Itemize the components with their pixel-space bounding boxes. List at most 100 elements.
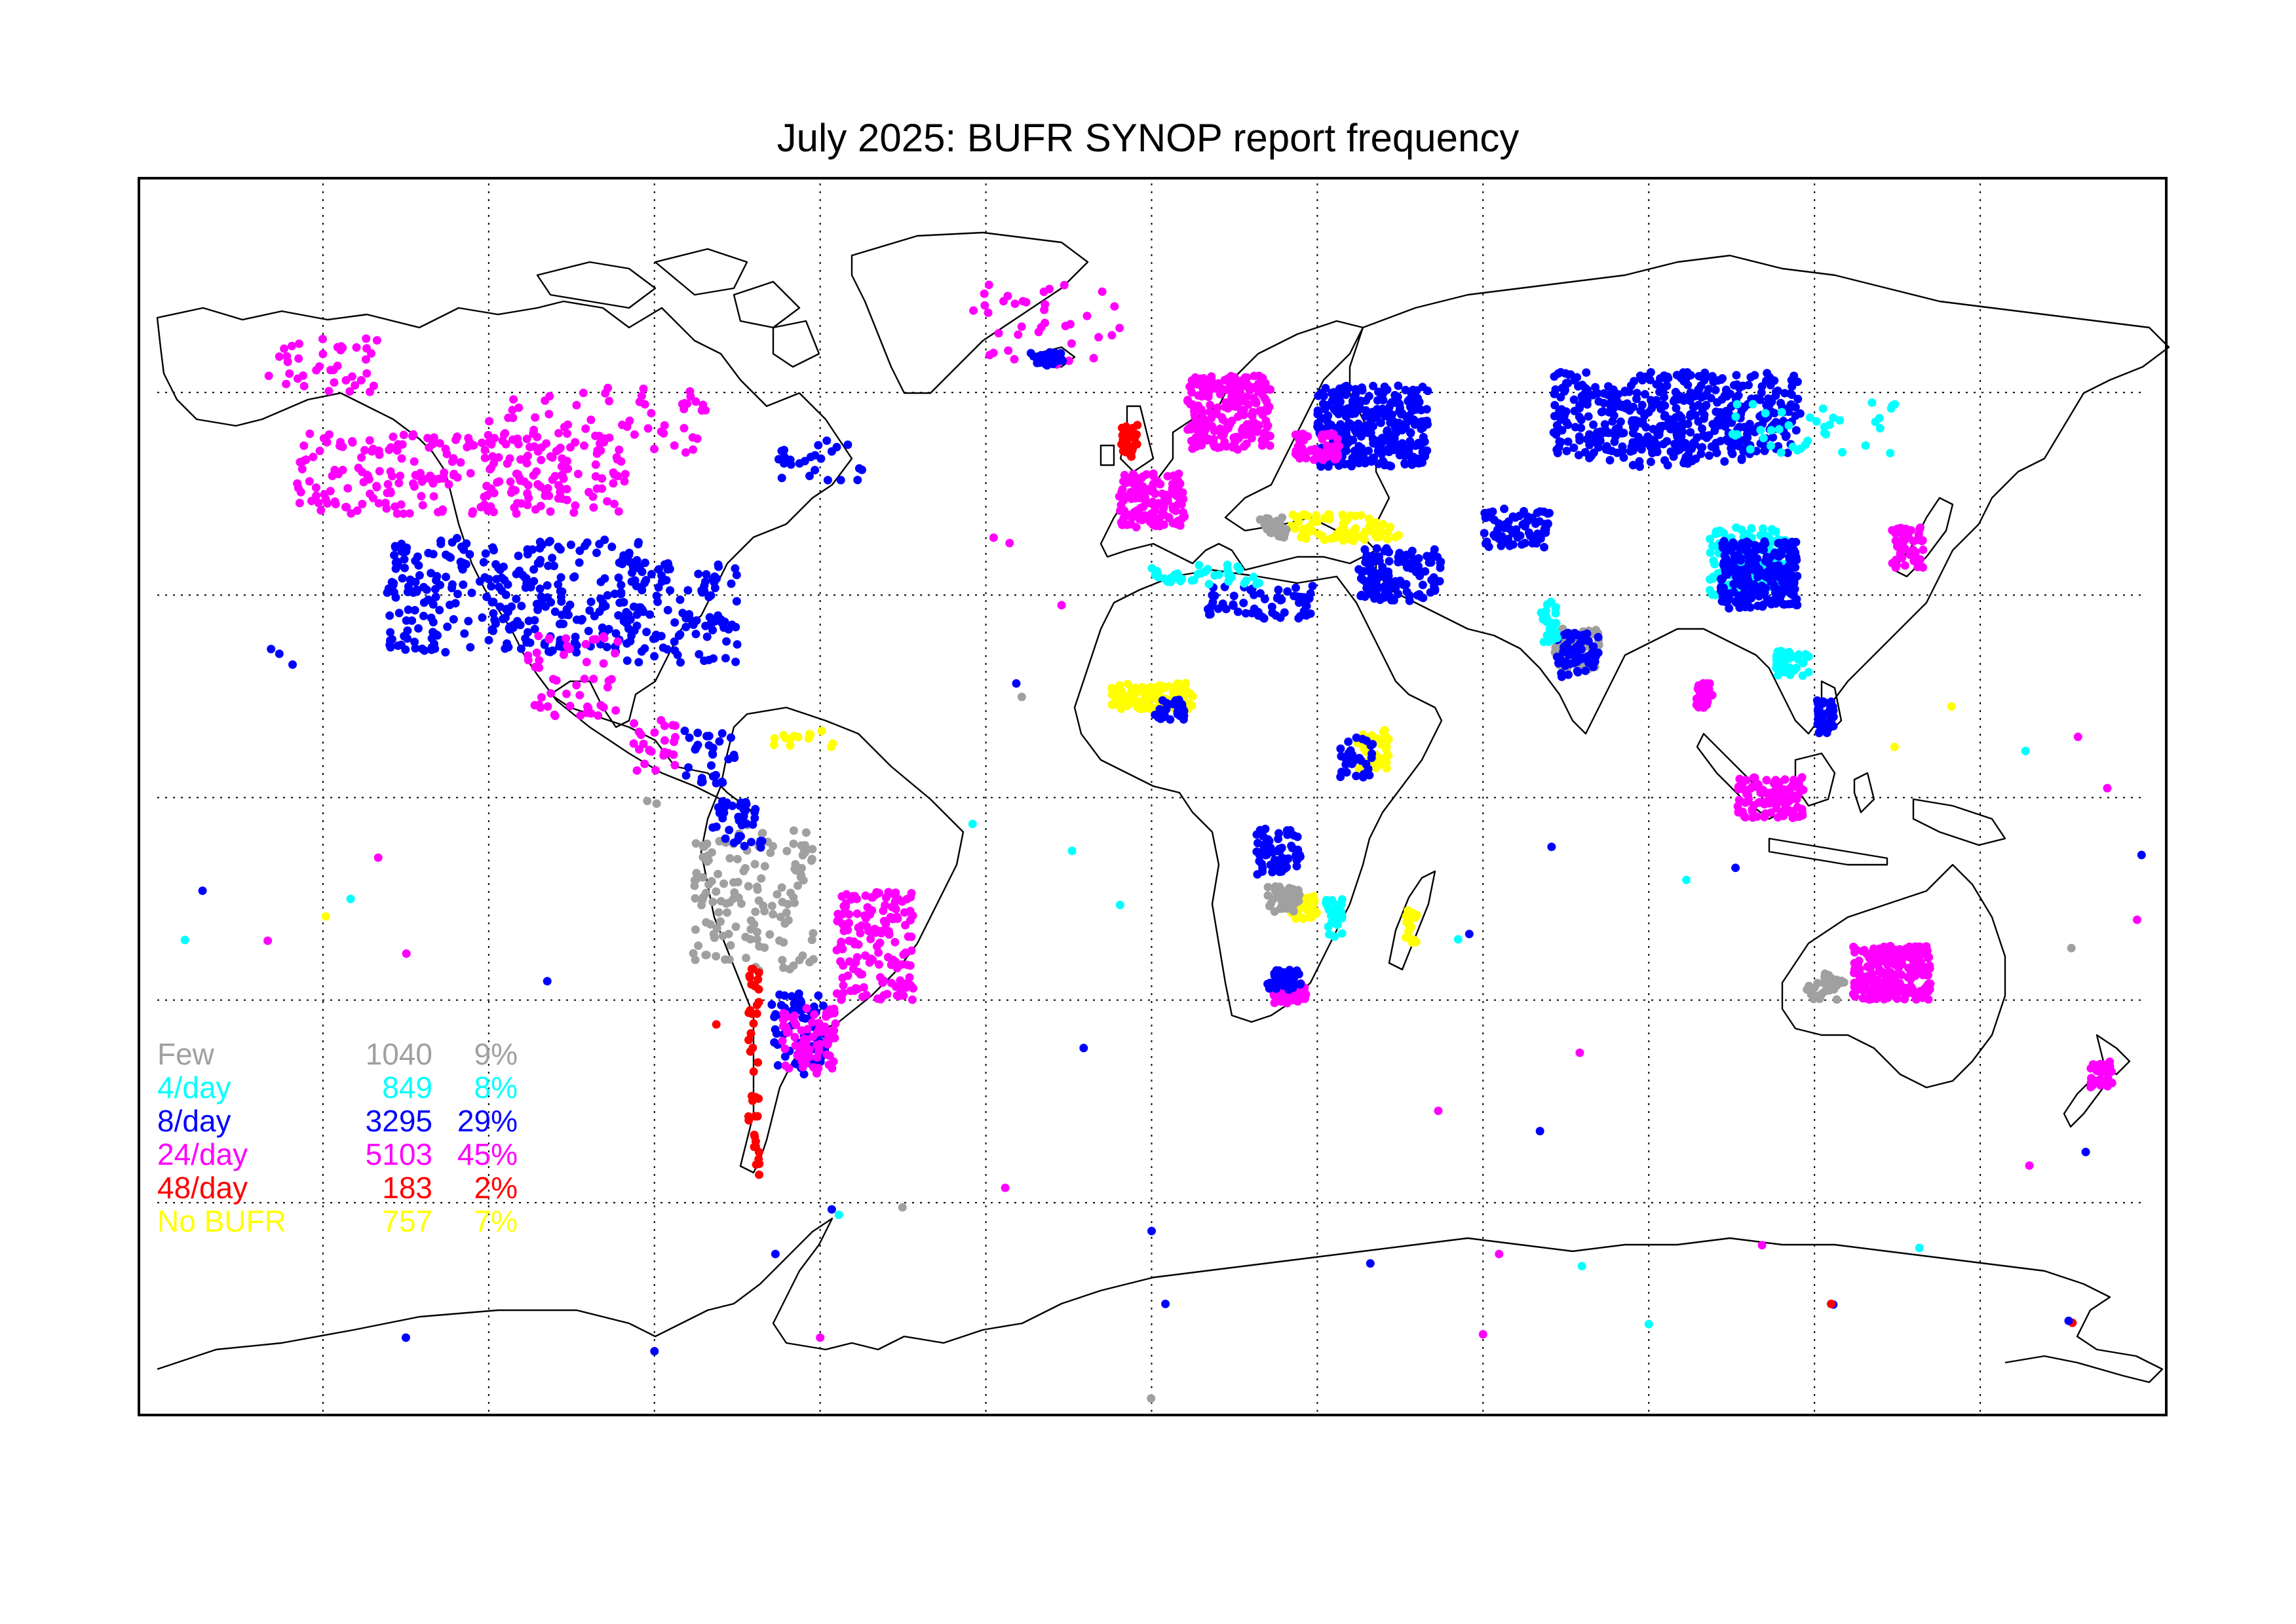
station-dot [704,741,714,750]
station-dot [1755,592,1764,601]
station-dot [436,539,446,548]
station-dot [548,475,557,484]
station-dot [419,611,428,620]
station-dot [515,566,524,575]
station-dot [410,482,419,491]
station-dot [312,491,321,500]
station-dot [180,935,189,945]
station-dot [1151,506,1159,515]
station-dot [1017,692,1026,702]
station-dot [1692,700,1701,709]
station-dot [1588,642,1598,651]
station-dot [868,893,877,902]
station-dot [754,985,763,994]
station-dot [1706,575,1714,584]
station-dot [1379,407,1388,416]
station-dot [702,888,710,897]
station-dot [1913,947,1922,956]
station-dot [676,658,685,667]
station-dot [391,564,400,573]
station-dot [1646,457,1655,466]
station-dot [1915,1243,1924,1253]
station-dot [632,610,641,619]
station-dot [1252,847,1261,856]
station-dot [403,588,412,597]
station-dot [1223,424,1232,433]
station-dot [1804,668,1813,677]
station-dot [336,346,345,354]
station-dot [479,557,488,567]
station-dot [1324,400,1333,409]
station-dot [1255,857,1264,865]
legend-percent: 8% [474,1070,518,1105]
station-dot [1542,631,1552,640]
station-dot [1308,582,1317,590]
station-dot [1415,440,1425,449]
station-dot [707,761,716,770]
station-dot [1279,527,1288,537]
station-dot [556,619,565,628]
station-dot [1289,907,1298,916]
station-dot [1373,405,1382,414]
station-dot [1230,373,1239,382]
station-dot [1666,447,1675,456]
station-dot [777,474,786,483]
station-dot [693,728,702,738]
station-dot [1339,512,1348,521]
station-dot [1175,520,1184,529]
station-dot [1337,929,1347,938]
station-dot [1356,404,1365,413]
station-dot [453,473,462,482]
station-dot [1349,537,1358,546]
station-dot [330,497,339,506]
station-dot [1593,388,1602,398]
station-dot [1791,563,1800,572]
station-dot [1574,451,1583,460]
station-dot [397,454,406,463]
station-dot [1219,430,1228,440]
station-dot [685,733,694,742]
station-dots [180,280,2146,1403]
station-dot [618,421,627,429]
station-dot [906,981,915,990]
station-dot [1206,400,1215,409]
station-dot [609,479,618,488]
station-dot [1820,722,1829,731]
station-dot [834,1210,843,1219]
station-dot [1737,455,1746,464]
station-dot [1263,423,1272,432]
station-dot [1838,447,1846,457]
station-dot [1383,426,1392,435]
station-dot [347,509,356,518]
station-dot [1163,496,1172,505]
station-dot [1866,964,1875,973]
station-dot [739,867,748,876]
station-dot [1711,385,1720,394]
station-dot [1064,356,1073,366]
station-dot [1599,398,1609,407]
station-dot [666,586,675,595]
station-dot [652,799,661,808]
station-dot [1748,804,1757,814]
station-dot [579,388,588,398]
station-dot [1791,538,1801,546]
station-dot [475,577,484,586]
station-dot [1220,438,1229,447]
station-dot [657,632,666,641]
station-dot [671,732,679,742]
station-dot [1290,973,1299,983]
station-dot [1639,436,1648,445]
station-dot [1820,428,1829,438]
station-dot [1924,953,1932,962]
station-dot [1166,577,1176,586]
station-dot [899,991,908,1000]
station-dot [1117,440,1126,449]
station-dot [1629,402,1638,411]
station-dot [1322,441,1331,450]
station-dot [1206,382,1215,391]
station-dot [1417,425,1426,434]
station-dot [1326,534,1335,543]
station-dot [562,605,571,614]
station-dot [703,851,712,860]
station-dot [1716,436,1725,445]
